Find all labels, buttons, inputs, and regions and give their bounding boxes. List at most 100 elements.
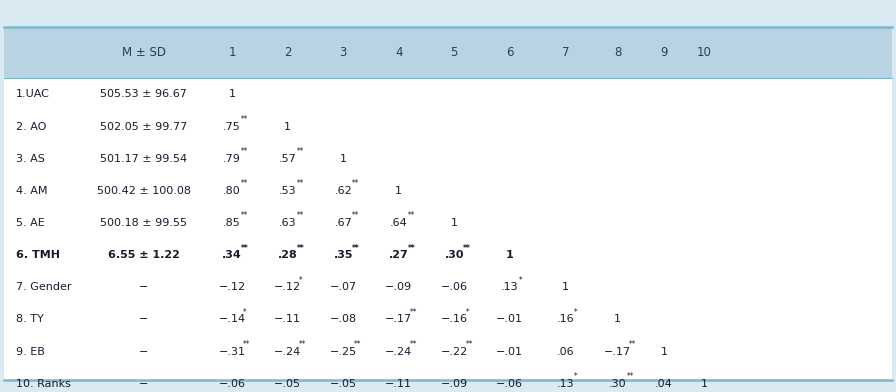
Text: 3: 3 <box>340 46 347 60</box>
Text: −.09: −.09 <box>385 282 412 292</box>
Text: **: ** <box>626 372 633 381</box>
Text: 6.55 ± 1.22: 6.55 ± 1.22 <box>108 250 180 260</box>
Text: 1: 1 <box>562 282 569 292</box>
Text: −.22: −.22 <box>441 347 468 357</box>
Text: 5. AE: 5. AE <box>16 218 45 228</box>
Text: .64: .64 <box>390 218 408 228</box>
Text: .04: .04 <box>655 379 673 389</box>
Text: *: * <box>574 372 578 381</box>
Text: −.11: −.11 <box>274 314 301 325</box>
Text: −.17: −.17 <box>604 347 632 357</box>
Text: **: ** <box>409 340 417 349</box>
Text: .27: .27 <box>389 250 409 260</box>
Text: −.11: −.11 <box>385 379 412 389</box>
Text: −.01: −.01 <box>496 314 523 325</box>
Text: 2. AO: 2. AO <box>16 122 47 132</box>
Text: 1: 1 <box>228 89 236 100</box>
Text: −.06: −.06 <box>219 379 246 389</box>
Text: 500.18 ± 99.55: 500.18 ± 99.55 <box>100 218 187 228</box>
Text: **: ** <box>408 244 415 252</box>
Text: 8. TY: 8. TY <box>16 314 44 325</box>
Text: −.06: −.06 <box>496 379 523 389</box>
Text: −.16: −.16 <box>441 314 468 325</box>
Text: *: * <box>519 276 522 285</box>
Text: −.24: −.24 <box>274 347 301 357</box>
Text: .28: .28 <box>278 250 297 260</box>
Text: .30: .30 <box>609 379 626 389</box>
Text: **: ** <box>297 147 304 156</box>
Text: 9: 9 <box>660 46 668 60</box>
Text: .63: .63 <box>279 218 297 228</box>
Text: −: − <box>139 347 149 357</box>
Text: −.06: −.06 <box>441 282 468 292</box>
Text: 4. AM: 4. AM <box>16 186 47 196</box>
Text: 10: 10 <box>697 46 711 60</box>
Text: −.12: −.12 <box>219 282 246 292</box>
Text: .85: .85 <box>223 218 241 228</box>
Text: −: − <box>139 282 149 292</box>
Text: −.17: −.17 <box>385 314 412 325</box>
Text: −.09: −.09 <box>441 379 468 389</box>
Text: .35: .35 <box>333 250 353 260</box>
Text: .34: .34 <box>222 250 242 260</box>
Text: .13: .13 <box>501 282 519 292</box>
Text: 1: 1 <box>451 218 458 228</box>
Text: 501.17 ± 99.54: 501.17 ± 99.54 <box>100 154 187 164</box>
Text: −.31: −.31 <box>219 347 246 357</box>
Text: 4: 4 <box>395 46 402 60</box>
Text: .53: .53 <box>279 186 297 196</box>
Text: 1: 1 <box>660 347 668 357</box>
Text: −.24: −.24 <box>385 347 412 357</box>
Text: **: ** <box>241 212 248 220</box>
Text: 1: 1 <box>340 154 347 164</box>
Text: 6. TMH: 6. TMH <box>16 250 60 260</box>
Text: 1.UAC: 1.UAC <box>16 89 50 100</box>
Text: .13: .13 <box>556 379 574 389</box>
Text: *: * <box>574 308 578 317</box>
Text: **: ** <box>354 340 361 349</box>
Text: 1: 1 <box>506 250 513 260</box>
Text: **: ** <box>465 340 472 349</box>
Text: **: ** <box>297 244 304 252</box>
Text: 1: 1 <box>228 46 236 60</box>
Text: 8: 8 <box>614 46 622 60</box>
Text: −.25: −.25 <box>330 347 357 357</box>
Text: *: * <box>243 308 246 317</box>
Text: −.12: −.12 <box>274 282 301 292</box>
Text: −: − <box>139 379 149 389</box>
Text: **: ** <box>352 244 359 252</box>
Text: .62: .62 <box>334 186 352 196</box>
Text: −.01: −.01 <box>496 347 523 357</box>
Text: −.08: −.08 <box>330 314 357 325</box>
Text: .75: .75 <box>223 122 241 132</box>
Text: 10. Ranks: 10. Ranks <box>16 379 71 389</box>
Text: −.14: −.14 <box>219 314 246 325</box>
Text: .30: .30 <box>444 250 464 260</box>
Text: .79: .79 <box>223 154 241 164</box>
Text: **: ** <box>241 115 248 124</box>
Text: −.07: −.07 <box>330 282 357 292</box>
Text: **: ** <box>241 180 248 188</box>
Text: 502.05 ± 99.77: 502.05 ± 99.77 <box>100 122 187 132</box>
Bar <box>4 27 892 78</box>
Text: 1: 1 <box>701 379 708 389</box>
Text: **: ** <box>409 308 417 317</box>
Text: −.05: −.05 <box>330 379 357 389</box>
Text: **: ** <box>352 180 359 188</box>
Text: 500.42 ± 100.08: 500.42 ± 100.08 <box>97 186 191 196</box>
Text: **: ** <box>243 340 250 349</box>
Text: **: ** <box>352 212 359 220</box>
Text: 5: 5 <box>451 46 458 60</box>
Text: 1: 1 <box>395 186 402 196</box>
Text: −.05: −.05 <box>274 379 301 389</box>
Text: 9. EB: 9. EB <box>16 347 45 357</box>
Text: **: ** <box>408 212 415 220</box>
Text: *: * <box>298 276 302 285</box>
Text: 7. Gender: 7. Gender <box>16 282 72 292</box>
Text: *: * <box>465 308 469 317</box>
Text: 1: 1 <box>615 314 621 325</box>
Text: .67: .67 <box>334 218 352 228</box>
Text: **: ** <box>463 244 470 252</box>
Text: .16: .16 <box>556 314 574 325</box>
Text: **: ** <box>241 147 248 156</box>
